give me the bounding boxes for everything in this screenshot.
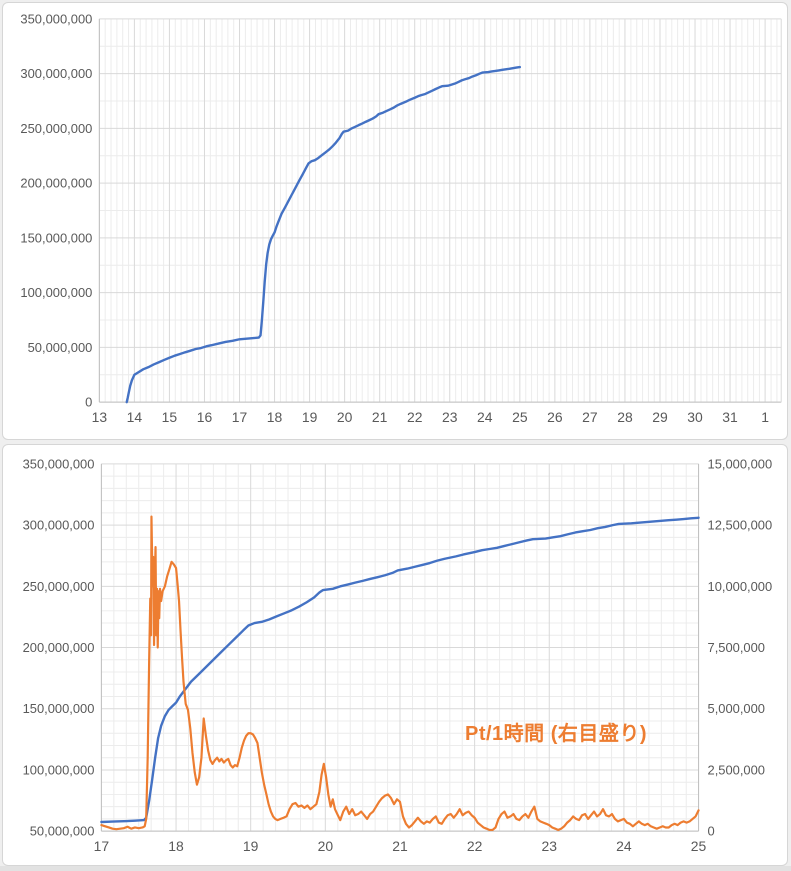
y-left-tick-label: 150,000,000 (23, 701, 95, 716)
hourly-chart-panel: 17 18 19 20 21 22 23 24 25 50,000,000 100,000,000 1… (2, 444, 788, 866)
y-left-tick-label: 250,000,000 (20, 121, 92, 136)
y-left-tick-label: 250,000,000 (23, 579, 95, 594)
x-tick-label: 15 (162, 409, 178, 425)
x-tick-label: 23 (542, 838, 558, 854)
y-left-tick-label: 50,000,000 (28, 340, 93, 355)
x-tick-label: 18 (168, 838, 184, 854)
axis-labels: 17 18 19 20 21 22 23 24 25 50,000,000 100,000,000 1… (23, 456, 773, 854)
y-right-tick-label: 2,500,000 (708, 762, 766, 777)
y-left-tick-label: 100,000,000 (23, 762, 95, 777)
axis-lines (100, 463, 700, 832)
x-tick-label: 26 (547, 409, 563, 425)
x-tick-label: 17 (232, 409, 248, 425)
y-left-tick-label: 350,000,000 (20, 11, 92, 26)
x-tick-label: 20 (318, 838, 334, 854)
x-tick-label: 29 (652, 409, 668, 425)
pt-per-hour-line (100, 515, 700, 832)
x-tick-label: 24 (477, 409, 493, 425)
y-right-tick-label: 7,500,000 (708, 640, 766, 655)
x-tick-label: 17 (94, 838, 110, 854)
x-tick-label: 16 (197, 409, 213, 425)
x-tick-label: 30 (687, 409, 703, 425)
x-tick-label: 18 (267, 409, 283, 425)
y-right-tick-label: 15,000,000 (708, 456, 773, 471)
x-tick-label: 27 (582, 409, 598, 425)
y-right-tick-label: 5,000,000 (708, 701, 766, 716)
cumulative-pt-line (125, 65, 522, 404)
x-tick-label: 22 (467, 838, 483, 854)
major-gridlines (100, 463, 700, 832)
y-left-tick-label: 100,000,000 (20, 285, 92, 300)
x-tick-label: 13 (92, 409, 108, 425)
x-tick-label: 19 (243, 838, 259, 854)
y-left-tick-label: 350,000,000 (23, 456, 95, 471)
cumulative-chart-panel: 13 14 15 16 17 18 19 20 21 22 23 24 25 26 27 28 29 30 31 1 0… (2, 2, 788, 440)
x-tick-label: 25 (691, 838, 707, 854)
right-axis-note-label: Pt/1時間 (右目盛り) (465, 723, 648, 745)
window-bottom-edge (0, 866, 791, 871)
cumulative-chart-svg: 13 14 15 16 17 18 19 20 21 22 23 24 25 26 27 28 29 30 31 10… (20, 11, 782, 425)
y-left-tick-label: 300,000,000 (23, 518, 95, 533)
x-tick-label: 20 (337, 409, 353, 425)
axis-labels: 13 14 15 16 17 18 19 20 21 22 23 24 25 26 27 28 29 30 31 10… (20, 11, 769, 425)
hourly-chart-svg: 17 18 19 20 21 22 23 24 25 50,000,000 100,000,000 1… (23, 456, 773, 854)
y-left-tick-label: 200,000,000 (23, 640, 95, 655)
y-right-tick-label: 12,500,000 (708, 518, 773, 533)
y-left-tick-label: 0 (85, 395, 92, 410)
y-right-tick-label: 0 (708, 824, 715, 839)
x-tick-label: 21 (392, 838, 408, 854)
major-gridlines (98, 18, 782, 403)
y-right-tick-label: 10,000,000 (708, 579, 773, 594)
x-tick-label: 21 (372, 409, 388, 425)
cumulative-pt-line (100, 516, 700, 824)
x-tick-label: 14 (127, 409, 143, 425)
x-tick-label: 31 (722, 409, 738, 425)
y-left-tick-label: 300,000,000 (20, 66, 92, 81)
x-tick-label: 22 (407, 409, 423, 425)
x-tick-label: 25 (512, 409, 528, 425)
x-tick-label: 24 (616, 838, 632, 854)
minor-gridlines (99, 18, 782, 403)
y-left-tick-label: 50,000,000 (30, 824, 95, 839)
x-tick-label: 19 (302, 409, 318, 425)
y-left-tick-label: 150,000,000 (20, 230, 92, 245)
axis-lines (98, 18, 782, 403)
x-tick-label: 1 (761, 409, 769, 425)
y-left-tick-label: 200,000,000 (20, 176, 92, 191)
x-tick-label: 28 (617, 409, 633, 425)
x-tick-label: 23 (442, 409, 458, 425)
